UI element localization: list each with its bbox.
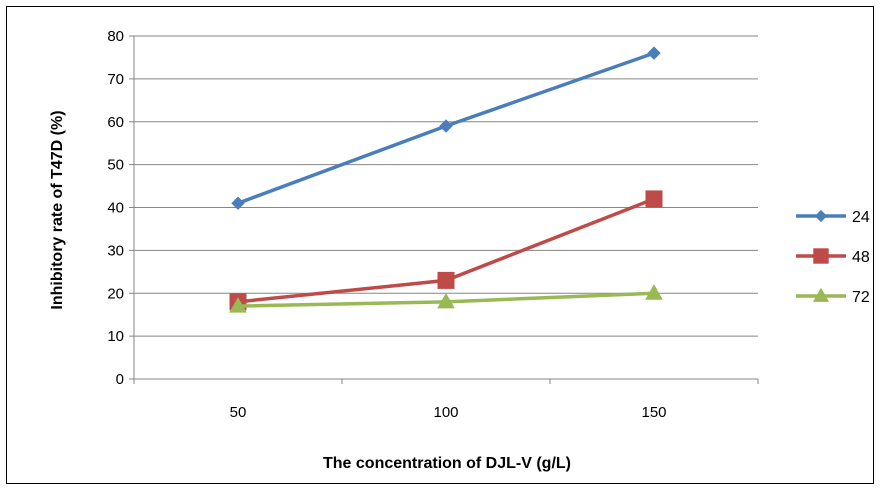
y-tick-label: 30	[107, 242, 124, 259]
y-tick-label: 70	[107, 71, 124, 88]
data-point-square	[437, 271, 455, 289]
y-tick-label: 50	[107, 157, 124, 174]
x-tick-label: 100	[433, 404, 458, 421]
legend: 24 48 72	[796, 209, 870, 306]
x-axis-title: The concentration of DJL-V (g/L)	[323, 455, 571, 472]
y-axis-title: Inhibitory rate of T47D (%)	[49, 110, 66, 309]
data-point-diamond	[439, 119, 453, 133]
legend-label-72: 72	[852, 289, 870, 306]
y-tick-labels: 0 10 20 30 40 50 60 70 80	[107, 28, 124, 388]
axes	[129, 35, 759, 384]
data-point-triangle	[437, 292, 455, 309]
data-point-triangle	[812, 287, 830, 302]
y-tick-label: 60	[107, 114, 124, 131]
data-point-diamond	[231, 196, 245, 210]
data-point-square	[645, 190, 663, 208]
x-tick-label: 50	[230, 404, 247, 421]
chart-frame	[6, 6, 874, 484]
data-point-diamond	[814, 209, 828, 223]
x-tick-labels: 50 100 150	[230, 404, 667, 421]
y-tick-label: 80	[107, 28, 124, 45]
data-point-triangle	[229, 297, 247, 313]
data-point-diamond	[647, 46, 661, 60]
x-tick-label: 150	[641, 404, 666, 421]
legend-label-48: 48	[852, 249, 870, 266]
data-point-square	[813, 248, 829, 264]
y-tick-label: 20	[107, 285, 124, 302]
series-group	[229, 46, 663, 313]
y-tick-label: 40	[107, 200, 124, 217]
grid-lines	[134, 35, 758, 337]
y-tick-label: 10	[107, 328, 124, 345]
data-point-triangle	[645, 284, 663, 300]
y-tick-label: 0	[116, 371, 124, 388]
legend-label-24: 24	[852, 209, 870, 226]
